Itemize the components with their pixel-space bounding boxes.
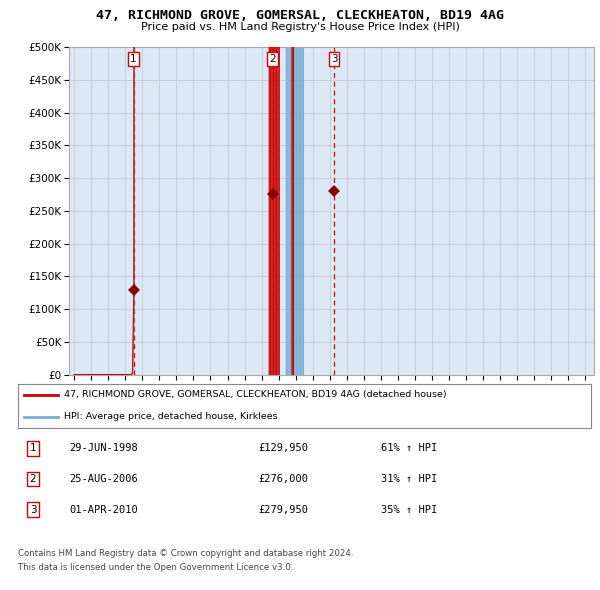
Text: £129,950: £129,950: [258, 444, 308, 453]
Text: 47, RICHMOND GROVE, GOMERSAL, CLECKHEATON, BD19 4AG (detached house): 47, RICHMOND GROVE, GOMERSAL, CLECKHEATO…: [64, 390, 446, 399]
Text: HPI: Average price, detached house, Kirklees: HPI: Average price, detached house, Kirk…: [64, 412, 277, 421]
Text: Contains HM Land Registry data © Crown copyright and database right 2024.: Contains HM Land Registry data © Crown c…: [18, 549, 353, 558]
Text: 3: 3: [29, 505, 37, 514]
Text: £279,950: £279,950: [258, 505, 308, 514]
Text: 3: 3: [331, 54, 337, 64]
Text: 61% ↑ HPI: 61% ↑ HPI: [381, 444, 437, 453]
Text: 01-APR-2010: 01-APR-2010: [69, 505, 138, 514]
Text: £276,000: £276,000: [258, 474, 308, 484]
Text: 29-JUN-1998: 29-JUN-1998: [69, 444, 138, 453]
Text: 1: 1: [130, 54, 137, 64]
Text: This data is licensed under the Open Government Licence v3.0.: This data is licensed under the Open Gov…: [18, 563, 293, 572]
Text: 2: 2: [29, 474, 37, 484]
Text: 35% ↑ HPI: 35% ↑ HPI: [381, 505, 437, 514]
Text: Price paid vs. HM Land Registry's House Price Index (HPI): Price paid vs. HM Land Registry's House …: [140, 22, 460, 32]
Text: 25-AUG-2006: 25-AUG-2006: [69, 474, 138, 484]
Text: 47, RICHMOND GROVE, GOMERSAL, CLECKHEATON, BD19 4AG: 47, RICHMOND GROVE, GOMERSAL, CLECKHEATO…: [96, 9, 504, 22]
Text: 1: 1: [29, 444, 37, 453]
Text: 2: 2: [269, 54, 276, 64]
Text: 31% ↑ HPI: 31% ↑ HPI: [381, 474, 437, 484]
